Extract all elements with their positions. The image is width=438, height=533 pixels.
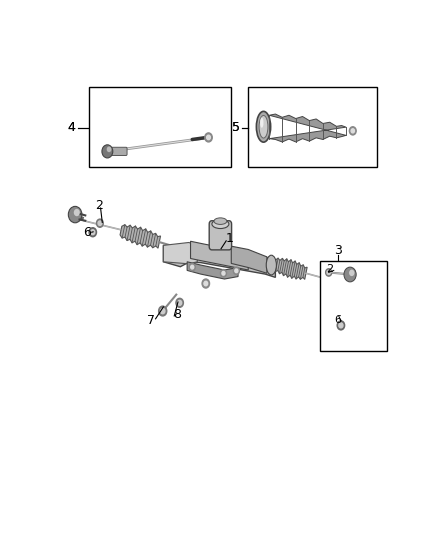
Circle shape	[207, 135, 210, 140]
Ellipse shape	[212, 220, 229, 229]
Text: 8: 8	[173, 308, 181, 321]
Circle shape	[351, 129, 354, 133]
Text: 1: 1	[226, 232, 233, 245]
Circle shape	[68, 206, 82, 223]
Circle shape	[202, 279, 209, 288]
Circle shape	[191, 265, 194, 269]
Circle shape	[350, 127, 356, 135]
Circle shape	[96, 219, 103, 227]
Text: 5: 5	[232, 121, 240, 134]
Bar	[320, 261, 387, 351]
Ellipse shape	[256, 111, 271, 142]
Circle shape	[339, 323, 343, 328]
Circle shape	[327, 270, 330, 274]
Ellipse shape	[214, 218, 227, 224]
Polygon shape	[231, 246, 267, 273]
Circle shape	[160, 308, 165, 314]
Circle shape	[349, 284, 354, 290]
Circle shape	[178, 300, 182, 305]
Polygon shape	[269, 114, 346, 142]
Circle shape	[89, 228, 96, 237]
Circle shape	[91, 230, 95, 235]
Polygon shape	[163, 243, 197, 264]
Text: 4: 4	[68, 121, 76, 134]
Circle shape	[233, 267, 240, 274]
Text: 5: 5	[232, 121, 240, 134]
Circle shape	[189, 263, 195, 271]
Polygon shape	[187, 262, 238, 279]
FancyBboxPatch shape	[209, 221, 232, 250]
Polygon shape	[120, 225, 161, 248]
Circle shape	[176, 298, 184, 308]
Ellipse shape	[260, 117, 264, 128]
Ellipse shape	[266, 255, 276, 275]
Circle shape	[337, 321, 345, 330]
Circle shape	[344, 267, 356, 282]
Circle shape	[74, 209, 80, 216]
Circle shape	[222, 271, 225, 275]
Text: 6: 6	[335, 316, 342, 326]
Text: 2: 2	[326, 264, 333, 274]
Polygon shape	[274, 258, 307, 279]
Text: 6: 6	[83, 226, 91, 239]
Circle shape	[325, 269, 332, 276]
FancyBboxPatch shape	[111, 147, 127, 156]
Circle shape	[98, 221, 102, 225]
Bar	[88, 86, 231, 166]
Bar	[248, 86, 377, 166]
Text: 2: 2	[95, 199, 103, 212]
Circle shape	[344, 281, 356, 296]
Text: 4: 4	[68, 121, 76, 134]
Text: 7: 7	[148, 314, 155, 327]
Circle shape	[220, 270, 226, 277]
Polygon shape	[191, 241, 248, 270]
Circle shape	[349, 270, 354, 276]
Circle shape	[102, 145, 113, 158]
Circle shape	[159, 306, 167, 316]
Circle shape	[235, 269, 238, 273]
Circle shape	[204, 281, 208, 286]
Circle shape	[107, 147, 111, 152]
Circle shape	[205, 133, 212, 142]
Polygon shape	[163, 245, 276, 277]
Ellipse shape	[259, 116, 268, 138]
Text: 3: 3	[334, 244, 342, 257]
